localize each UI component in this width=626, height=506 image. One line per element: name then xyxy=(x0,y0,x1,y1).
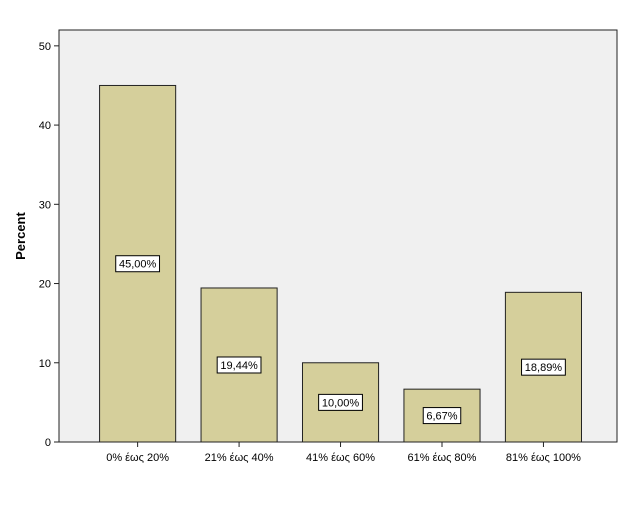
y-tick-label: 30 xyxy=(39,199,51,211)
y-tick-label: 10 xyxy=(39,358,51,370)
data-label: 18,89% xyxy=(525,362,563,374)
x-axis: 0% έως 20% 21% έως 40% 41% έως 60% 61% έως … xyxy=(106,442,581,464)
data-label-box xyxy=(318,393,363,411)
y-tick-label: 40 xyxy=(39,120,51,132)
data-label: 45,00% xyxy=(119,259,157,271)
y-tick-label: 0 xyxy=(45,437,51,449)
x-tick-label: 0% έως 20% xyxy=(106,452,169,464)
bars: 45,00% 19,44% 10,00% 6,67% 18,89% xyxy=(99,84,582,443)
y-axis-label: Percent xyxy=(13,211,28,259)
x-tick-label: 61% έως 80% xyxy=(408,452,477,464)
data-label: 10,00% xyxy=(322,397,360,409)
x-tick-label: 21% έως 40% xyxy=(205,452,274,464)
data-label-box xyxy=(422,407,462,425)
data-label-box xyxy=(521,358,566,376)
y-tick-label: 20 xyxy=(39,279,51,291)
data-label: 6,67% xyxy=(426,411,457,423)
x-tick-label: 81% έως 100% xyxy=(506,452,581,464)
x-tick-label: 41% έως 60% xyxy=(306,452,375,464)
y-axis: 0 10 20 30 40 50 xyxy=(39,41,59,449)
data-label-box xyxy=(115,255,161,273)
data-label: 19,44% xyxy=(220,360,258,372)
y-tick-label: 50 xyxy=(39,41,51,53)
data-label-box xyxy=(216,356,262,374)
